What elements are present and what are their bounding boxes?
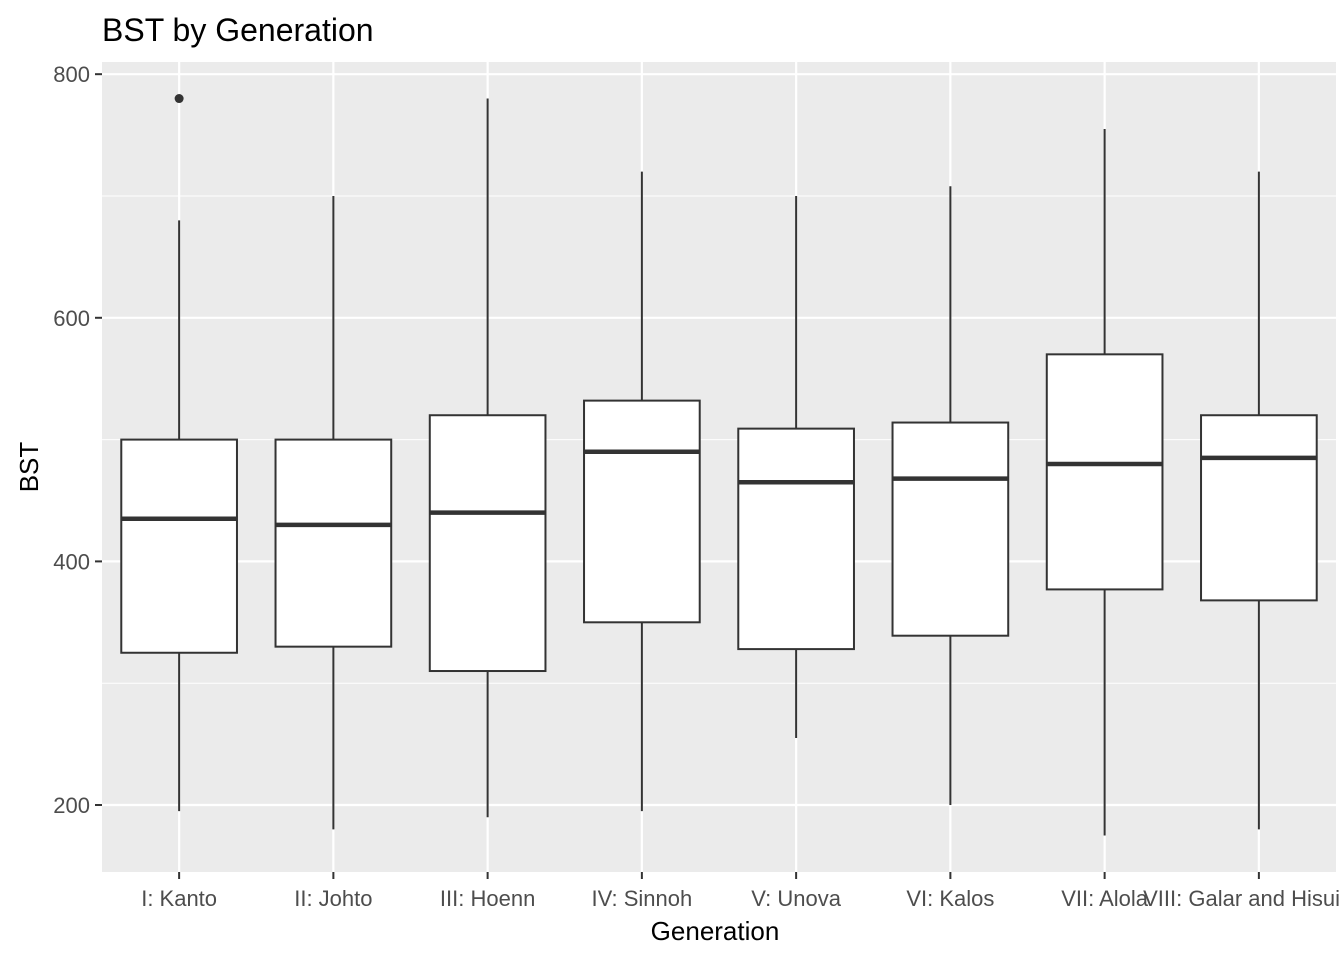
outlier-point: [174, 94, 184, 104]
x-axis-title: Generation: [651, 916, 780, 946]
box-iqr: [737, 427, 855, 651]
y-tick-label: 200: [53, 793, 90, 818]
x-tick-label: VIII: Galar and Hisui: [1143, 886, 1340, 911]
box-group: [737, 195, 855, 739]
box-iqr: [891, 421, 1010, 637]
box-iqr: [274, 438, 393, 648]
box-group: [1045, 128, 1164, 836]
axes: 200 400 600 800 I: Kanto II: Johto III: Hoenn I…: [53, 62, 1340, 911]
y-tick-label: 400: [53, 549, 90, 574]
box-iqr: [1200, 414, 1318, 602]
chart-title: BST by Generation: [102, 12, 374, 48]
x-tick-label: VI: Kalos: [906, 886, 994, 911]
x-tick-label: II: Johto: [294, 886, 372, 911]
x-tick-label: IV: Sinnoh: [592, 886, 693, 911]
box-group: [274, 195, 393, 830]
box-group: [583, 171, 701, 812]
x-tick-label: I: Kanto: [141, 886, 217, 911]
x-tick-label: III: Hoenn: [440, 886, 535, 911]
box-group: [120, 94, 238, 812]
y-tick-label: 600: [53, 306, 90, 331]
box-group: [891, 186, 1010, 806]
box-group: [1200, 171, 1318, 830]
box-iqr: [428, 414, 547, 673]
box-group: [428, 98, 547, 818]
y-tick-label: 800: [53, 62, 90, 87]
x-tick-label: V: Unova: [751, 886, 841, 911]
box-iqr: [120, 438, 238, 654]
x-tick-label: VII: Alola: [1061, 886, 1149, 911]
box-iqr: [583, 399, 701, 624]
box-iqr: [1045, 353, 1164, 591]
box-series: [120, 94, 1318, 836]
y-axis-title: BST: [14, 442, 44, 493]
